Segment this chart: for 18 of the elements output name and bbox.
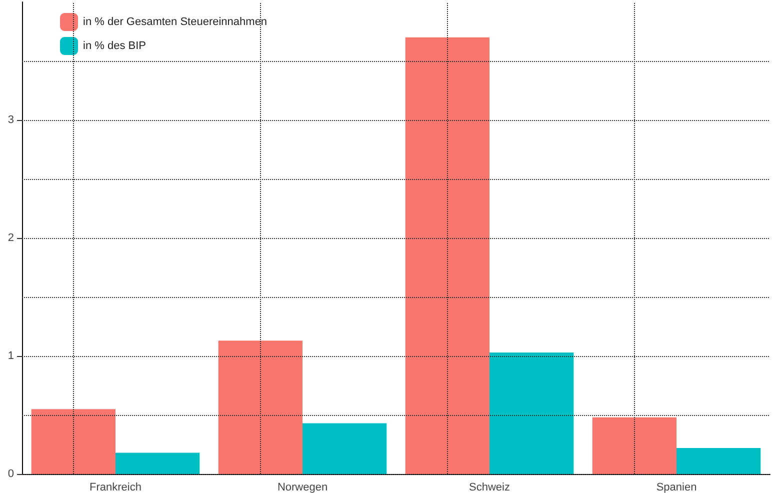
y-tick-label: 1: [8, 350, 14, 362]
x-tick-label: Schweiz: [469, 482, 510, 493]
y-tick-label: 3: [8, 114, 14, 126]
bar: [490, 352, 574, 474]
x-tick-label: Norwegen: [277, 482, 328, 493]
x-tick-label: Frankreich: [90, 482, 142, 493]
bar: [218, 340, 302, 474]
bar: [116, 452, 200, 474]
bar: [405, 37, 490, 474]
bar: [592, 417, 676, 474]
x-tick-label: Spanien: [656, 482, 697, 493]
legend-label: in % der Gesamten Steuereinnahmen: [83, 16, 268, 28]
legend-label: in % des BIP: [83, 40, 146, 52]
y-tick-label: 0: [8, 468, 14, 480]
bar: [31, 409, 116, 474]
bar: [676, 448, 761, 474]
bar: [302, 423, 387, 474]
y-tick-label: 2: [8, 232, 14, 244]
